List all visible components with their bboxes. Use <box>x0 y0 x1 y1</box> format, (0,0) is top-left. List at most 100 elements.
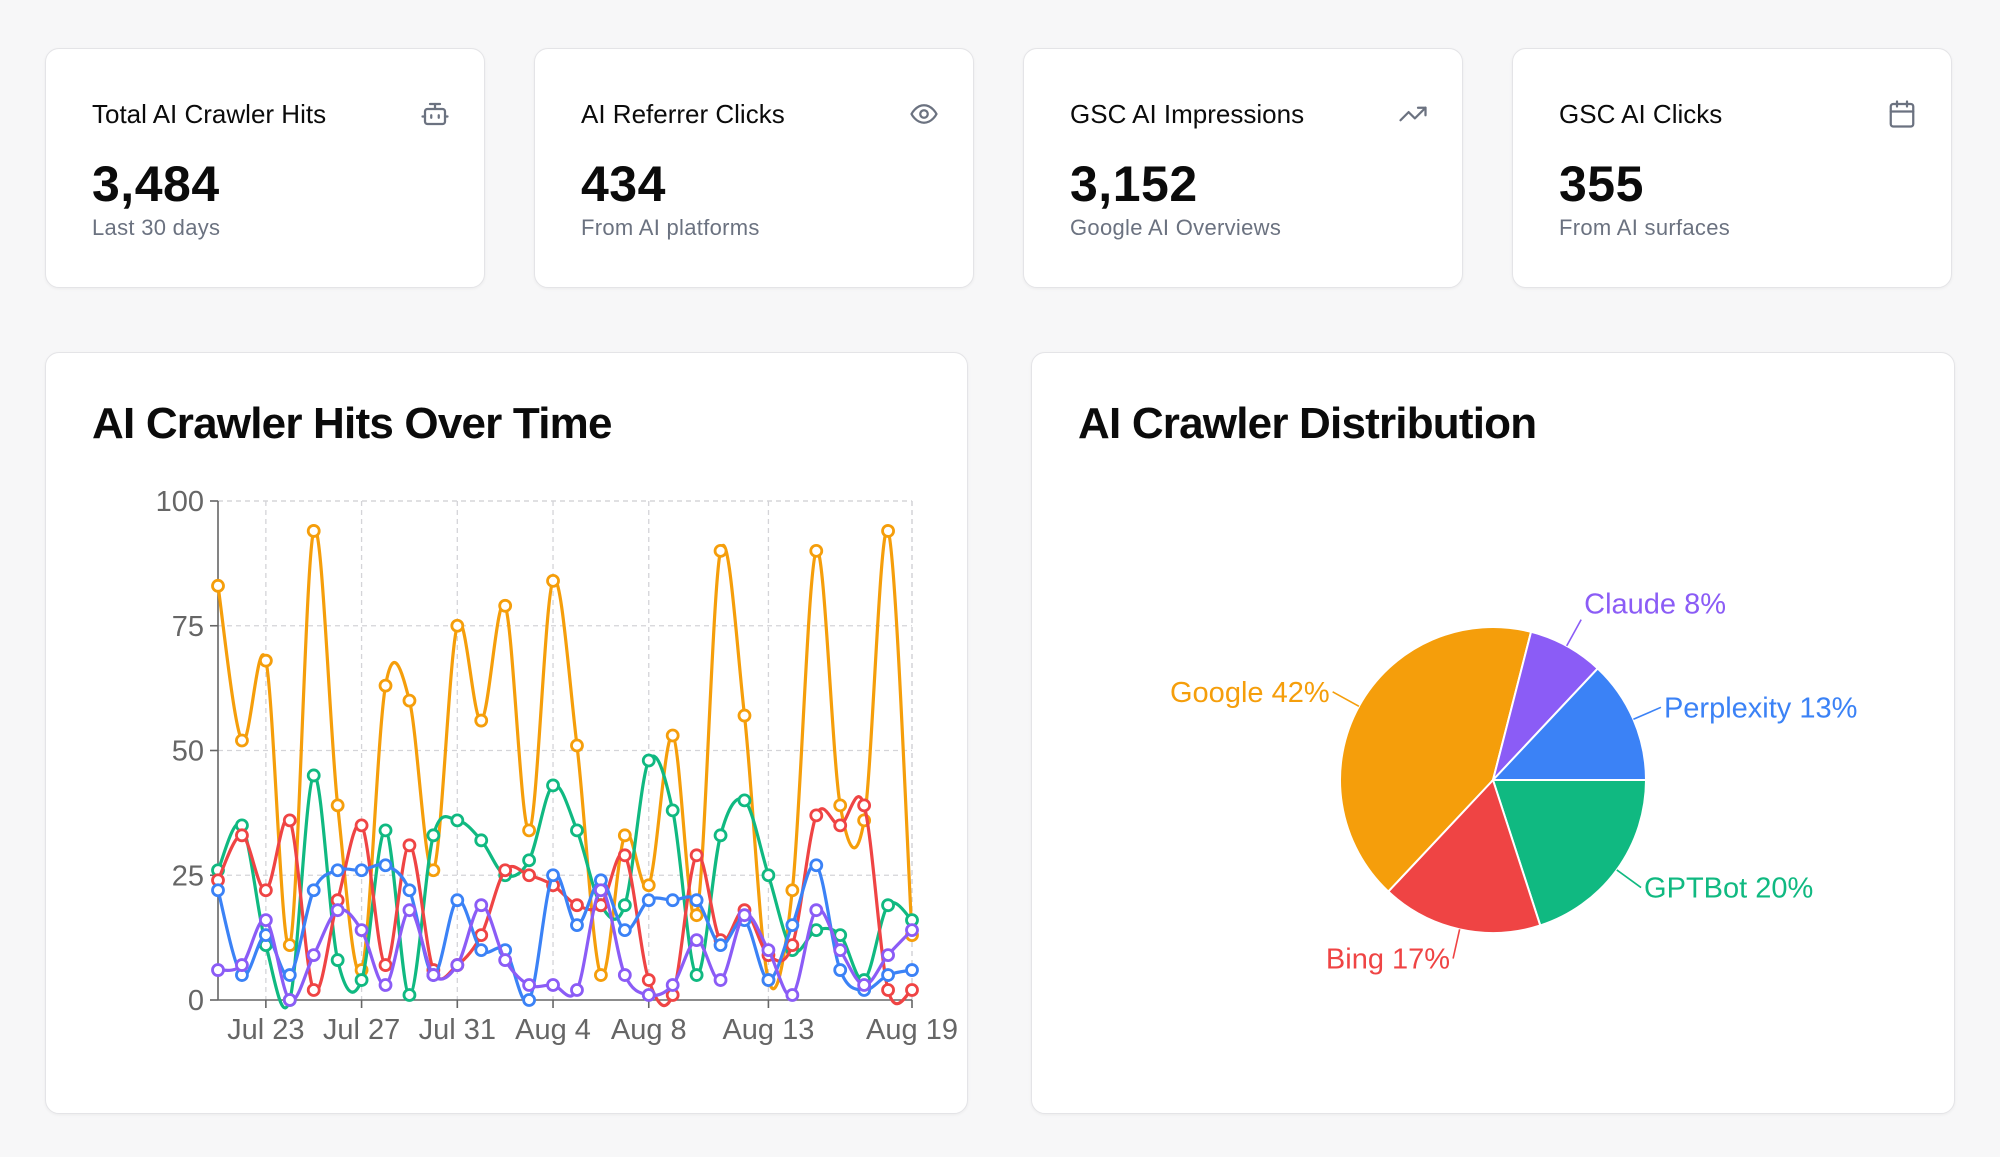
data-point <box>450 618 465 633</box>
data-point <box>426 828 441 843</box>
pie-slice <box>1491 779 1648 927</box>
data-point <box>641 973 656 987</box>
stat-value: 434 <box>581 156 666 212</box>
pie-slice-group-bing: Bing 17% <box>1326 778 1542 976</box>
data-point <box>474 898 489 913</box>
data-point <box>665 978 680 992</box>
stat-card-crawler-hits: Total AI Crawler Hits 3,484 Last 30 days <box>45 48 485 288</box>
data-point <box>378 958 393 972</box>
data-point <box>689 893 704 908</box>
data-point <box>378 978 393 992</box>
data-point <box>546 978 560 992</box>
data-point <box>306 883 321 898</box>
data-point <box>522 978 537 992</box>
data-point <box>330 903 345 918</box>
x-tick-label: Jul 31 <box>419 1014 496 1046</box>
data-point <box>833 818 848 833</box>
pie-leader-line <box>1332 691 1360 707</box>
stat-value: 3,152 <box>1070 156 1198 212</box>
data-point <box>498 863 513 878</box>
data-point <box>570 918 584 933</box>
stat-subtitle: Last 30 days <box>92 215 221 240</box>
data-point <box>809 923 824 938</box>
stat-subtitle: Google AI Overviews <box>1070 215 1282 240</box>
data-point <box>809 543 824 558</box>
data-point <box>881 983 895 997</box>
data-point <box>426 968 441 982</box>
stat-title: AI Referrer Clicks <box>581 99 785 129</box>
y-tick-label: 100 <box>156 486 204 518</box>
stat-card-gsc-clicks: GSC AI Clicks 355 From AI surfaces <box>1512 48 1952 288</box>
stat-card-referrer-clicks: AI Referrer Clicks 434 From AI platforms <box>534 48 974 288</box>
data-point <box>546 573 560 588</box>
data-point <box>402 838 417 853</box>
data-point <box>282 938 297 953</box>
data-point <box>761 868 776 883</box>
eye-icon <box>909 99 939 129</box>
data-point <box>282 813 297 828</box>
data-point <box>617 848 632 863</box>
data-point <box>211 963 225 977</box>
data-point <box>306 768 321 783</box>
data-point <box>474 943 489 957</box>
data-point <box>570 983 584 997</box>
data-point <box>737 908 752 923</box>
data-point <box>450 893 465 908</box>
data-point <box>522 823 537 838</box>
data-point <box>450 813 465 828</box>
pie-slice-group-gptbot: GPTBot 20% <box>1491 779 1813 927</box>
y-tick-label: 25 <box>172 860 204 892</box>
pie-slice <box>1490 667 1648 781</box>
data-point <box>833 798 848 813</box>
data-point <box>833 943 848 957</box>
data-point <box>881 524 895 538</box>
data-point <box>593 968 608 982</box>
data-point <box>402 903 417 918</box>
data-point <box>761 973 776 987</box>
data-point <box>641 988 656 1002</box>
data-point <box>641 753 656 768</box>
data-point <box>258 653 273 668</box>
data-point <box>689 848 704 863</box>
data-point <box>282 993 297 1007</box>
data-point <box>258 913 273 928</box>
pie-slice-label: Bing 17% <box>1326 944 1450 976</box>
data-point <box>785 883 800 898</box>
line-chart: 0 25 50 75 100 Jul 23 Jul 27 Jul 31 Aug 4 Aug 8 Au… <box>156 486 958 1046</box>
data-point <box>641 878 656 893</box>
data-point <box>258 883 273 898</box>
pie-slice <box>1339 626 1533 893</box>
pie-slice-group-claude: Claude 8% <box>1492 589 1726 781</box>
stat-card-gsc-impressions: GSC AI Impressions 3,152 Google AI Overv… <box>1023 48 1463 288</box>
series-bing <box>211 795 919 1008</box>
data-point <box>402 693 417 708</box>
data-point <box>689 933 704 948</box>
calendar-icon <box>1887 99 1917 129</box>
data-point <box>785 918 800 933</box>
data-point <box>905 983 919 997</box>
data-point <box>833 963 848 977</box>
data-point <box>498 598 513 613</box>
x-tick-label: Jul 27 <box>323 1014 400 1046</box>
data-point <box>211 883 225 898</box>
data-point <box>522 993 537 1007</box>
data-point <box>235 733 249 748</box>
data-point <box>306 983 321 997</box>
data-point <box>761 943 776 957</box>
panel-title: AI Crawler Hits Over Time <box>92 399 612 448</box>
stat-value: 3,484 <box>92 156 220 212</box>
data-point <box>617 828 632 843</box>
data-point <box>905 963 919 977</box>
data-point <box>546 778 560 793</box>
stat-title: Total AI Crawler Hits <box>92 99 327 129</box>
robot-icon <box>420 99 450 129</box>
data-point <box>402 883 417 898</box>
pie-leader-line <box>1452 929 1461 959</box>
data-point <box>617 898 632 913</box>
data-point <box>378 858 393 873</box>
data-point <box>641 893 656 908</box>
stat-title: GSC AI Impressions <box>1070 99 1305 129</box>
data-point <box>211 578 225 593</box>
x-tick-label: Aug 4 <box>515 1014 591 1046</box>
data-point <box>713 973 728 987</box>
